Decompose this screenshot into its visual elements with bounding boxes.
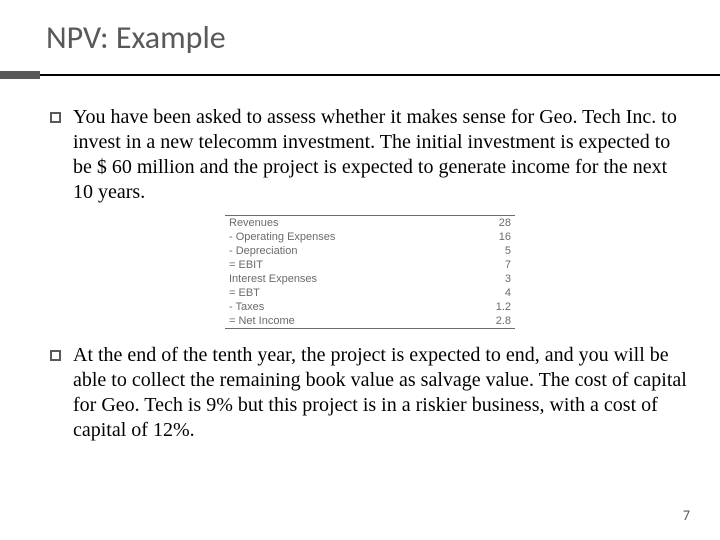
slide: NPV: Example You have been asked to asse… bbox=[0, 0, 720, 540]
table-row: = EBIT 7 bbox=[225, 258, 515, 272]
list-item: At the end of the tenth year, the projec… bbox=[50, 343, 690, 443]
bullet-text: At the end of the tenth year, the projec… bbox=[73, 343, 690, 443]
income-table: Revenues 28 - Operating Expenses 16 - De… bbox=[225, 215, 515, 329]
page-number: 7 bbox=[683, 507, 690, 524]
row-value: 5 bbox=[455, 244, 515, 258]
row-label: = EBIT bbox=[225, 258, 455, 272]
row-value: 2.8 bbox=[455, 314, 515, 329]
table-row: = Net Income 2.8 bbox=[225, 314, 515, 329]
row-value: 28 bbox=[455, 216, 515, 231]
row-value: 4 bbox=[455, 286, 515, 300]
row-label: = Net Income bbox=[225, 314, 455, 329]
table-row: - Taxes 1.2 bbox=[225, 300, 515, 314]
bullet-marker-icon bbox=[50, 112, 61, 123]
row-value: 3 bbox=[455, 272, 515, 286]
bullet-text: You have been asked to assess whether it… bbox=[73, 105, 690, 205]
table-row: Interest Expenses 3 bbox=[225, 272, 515, 286]
rule-accent-box bbox=[0, 71, 40, 79]
bullet-marker-icon bbox=[50, 350, 61, 361]
row-label: - Depreciation bbox=[225, 244, 455, 258]
list-item: You have been asked to assess whether it… bbox=[50, 105, 690, 205]
row-value: 7 bbox=[455, 258, 515, 272]
table-row: - Depreciation 5 bbox=[225, 244, 515, 258]
row-value: 16 bbox=[455, 230, 515, 244]
row-label: Revenues bbox=[225, 216, 455, 231]
table-row: = EBT 4 bbox=[225, 286, 515, 300]
row-label: Interest Expenses bbox=[225, 272, 455, 286]
table-row: Revenues 28 bbox=[225, 216, 515, 231]
row-label: - Operating Expenses bbox=[225, 230, 455, 244]
rule-line bbox=[0, 74, 720, 76]
row-label: = EBT bbox=[225, 286, 455, 300]
page-title: NPV: Example bbox=[46, 18, 690, 57]
bullet-list: You have been asked to assess whether it… bbox=[50, 105, 690, 443]
table-row: - Operating Expenses 16 bbox=[225, 230, 515, 244]
row-label: - Taxes bbox=[225, 300, 455, 314]
row-value: 1.2 bbox=[455, 300, 515, 314]
title-rule bbox=[30, 71, 690, 79]
